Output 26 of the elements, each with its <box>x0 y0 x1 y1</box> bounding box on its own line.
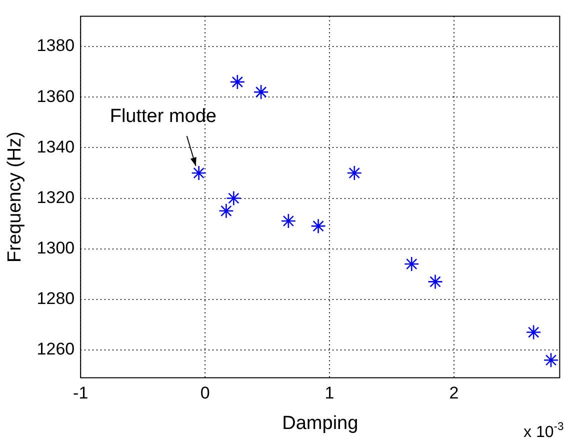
point <box>191 165 206 181</box>
point <box>280 213 296 229</box>
x-tick-label: -1 <box>73 384 88 403</box>
point <box>218 203 234 219</box>
x-axis-title: Damping <box>282 412 358 434</box>
point <box>428 274 443 290</box>
y-tick-label: 1380 <box>36 36 75 56</box>
point <box>310 218 326 234</box>
point <box>346 165 362 181</box>
y-tick-label: 1300 <box>36 238 75 258</box>
y-tick-label: 1340 <box>36 137 75 156</box>
x-tick-label: 0 <box>200 384 210 403</box>
point <box>404 256 420 272</box>
y-tick-label: 1320 <box>36 188 75 207</box>
point <box>526 324 542 340</box>
x-tick-label: 1 <box>324 384 334 403</box>
y-tick-label: 1260 <box>36 340 75 359</box>
y-axis-title: Frequency (Hz) <box>4 132 26 262</box>
point <box>230 74 246 90</box>
point <box>226 190 242 206</box>
point <box>543 352 559 368</box>
y-tick-label: 1360 <box>36 86 75 106</box>
annotation: Flutter mode <box>110 106 216 127</box>
x-tick-label: 2 <box>449 384 459 403</box>
point <box>253 84 269 100</box>
y-tick-label: 1280 <box>36 289 75 308</box>
